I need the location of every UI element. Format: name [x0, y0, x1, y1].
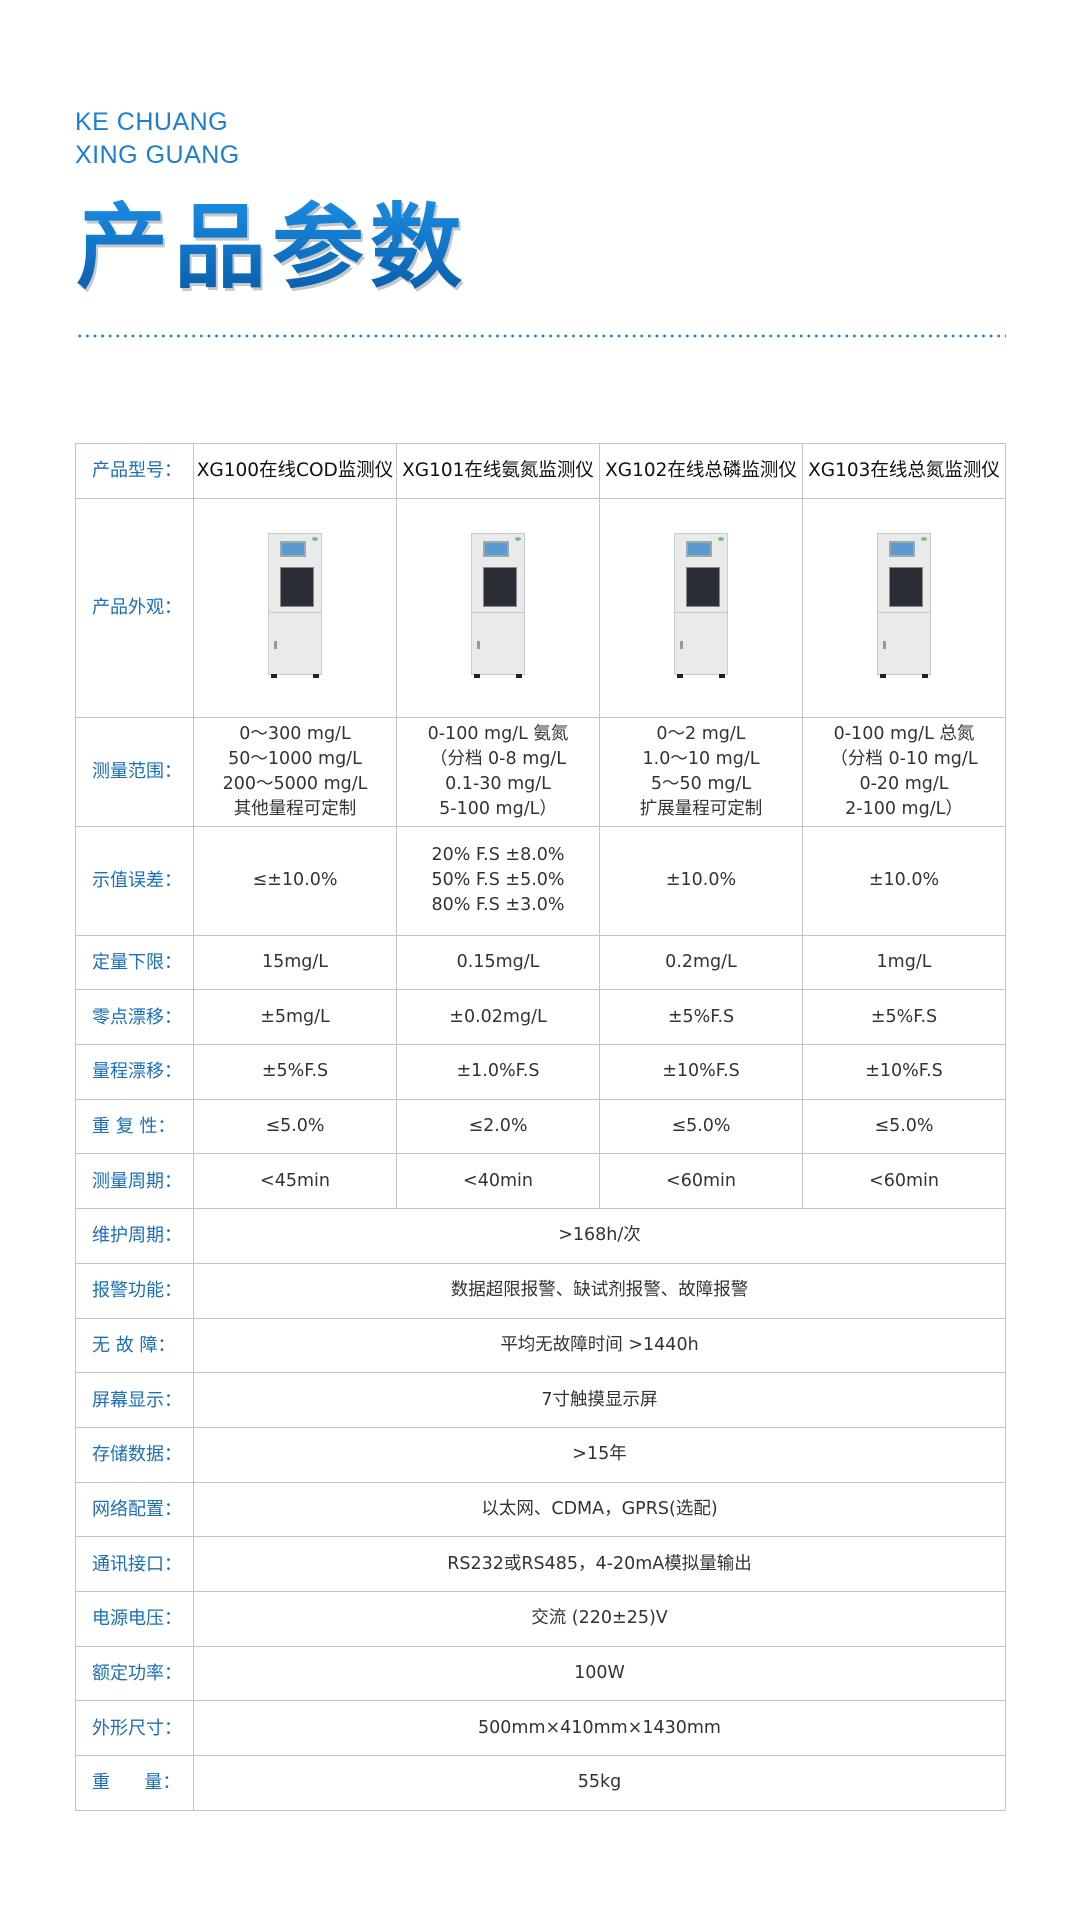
spec-value: 平均无故障时间 >1440h	[193, 1317, 1006, 1374]
table-row-range: 测量范围： 0～300 mg/L 50～1000 mg/L 200～5000 mg…	[75, 716, 1006, 827]
spec-value: 500mm×410mm×1430mm	[193, 1700, 1006, 1756]
row-label: 产品外观：	[75, 497, 194, 718]
table-row: 通讯接口： RS232或RS485，4-20mA模拟量输出	[75, 1536, 1006, 1592]
brand-line-1: KE CHUANG	[75, 108, 229, 136]
dotted-divider	[76, 334, 1006, 338]
model-name: XG102在线总磷监测仪	[599, 443, 803, 499]
analyzer-cabinet-image	[268, 532, 322, 678]
row-label: 重 量：	[75, 1755, 194, 1811]
row-label: 重 复 性：	[75, 1098, 194, 1155]
row-label: 额定功率：	[75, 1645, 194, 1702]
row-label: 产品型号：	[75, 443, 194, 499]
table-row: 测量周期： <45min <40min <60min <60min	[75, 1153, 1006, 1210]
spec-value: 数据超限报警、缺试剂报警、故障报警	[193, 1262, 1006, 1319]
table-row: 存储数据： >15年	[75, 1426, 1006, 1483]
product-image-cell	[802, 497, 1006, 718]
table-row: 无 故 障： 平均无故障时间 >1440h	[75, 1317, 1006, 1374]
spec-value: 0～2 mg/L 1.0～10 mg/L 5～50 mg/L 扩展量程可定制	[599, 716, 803, 827]
row-label: 量程漂移：	[75, 1044, 194, 1100]
table-row: 额定功率： 100W	[75, 1645, 1006, 1702]
page-title: 产品参数	[76, 193, 469, 301]
row-label: 电源电压：	[75, 1590, 194, 1647]
spec-table: 产品型号： XG100在线COD监测仪 XG101在线氨氮监测仪 XG102在线总磷监…	[75, 443, 1006, 1811]
row-label: 无 故 障：	[75, 1317, 194, 1374]
row-label: 报警功能：	[75, 1262, 194, 1319]
table-row: 量程漂移： ±5%F.S ±1.0%F.S ±10%F.S ±10%F.S	[75, 1044, 1006, 1100]
table-row-model: 产品型号： XG100在线COD监测仪 XG101在线氨氮监测仪 XG102在线总磷监…	[75, 443, 1006, 499]
analyzer-cabinet-image	[674, 532, 728, 678]
model-name: XG100在线COD监测仪	[193, 443, 397, 499]
spec-value: ±10%F.S	[802, 1044, 1006, 1100]
spec-value: ≤5.0%	[802, 1098, 1006, 1155]
spec-value: ±1.0%F.S	[396, 1044, 600, 1100]
spec-value: 0-100 mg/L 氨氮 （分档 0-8 mg/L 0.1-30 mg/L 5…	[396, 716, 600, 827]
analyzer-cabinet-image	[877, 532, 931, 678]
spec-value: <60min	[599, 1153, 803, 1210]
row-label: 存储数据：	[75, 1426, 194, 1483]
spec-value: ±5%F.S	[193, 1044, 397, 1100]
spec-value: RS232或RS485，4-20mA模拟量输出	[193, 1536, 1006, 1592]
spec-value: 0.15mg/L	[396, 934, 600, 991]
model-name: XG101在线氨氮监测仪	[396, 443, 600, 499]
product-image-cell	[396, 497, 600, 718]
spec-value: ±5%F.S	[599, 989, 803, 1046]
row-label: 维护周期：	[75, 1208, 194, 1264]
spec-value: <45min	[193, 1153, 397, 1210]
spec-value: ≤±10.0%	[193, 825, 397, 936]
spec-value: 100W	[193, 1645, 1006, 1702]
spec-value: 0.2mg/L	[599, 934, 803, 991]
spec-value: >168h/次	[193, 1208, 1006, 1264]
table-row-error: 示值误差： ≤±10.0% 20% F.S ±8.0% 50% F.S ±5.0% …	[75, 825, 1006, 936]
table-row: 零点漂移： ±5mg/L ±0.02mg/L ±5%F.S ±5%F.S	[75, 989, 1006, 1046]
spec-value: ±5%F.S	[802, 989, 1006, 1046]
table-row: 屏幕显示： 7寸触摸显示屏	[75, 1372, 1006, 1428]
spec-value: 0-100 mg/L 总氮 （分档 0-10 mg/L 0-20 mg/L 2-…	[802, 716, 1006, 827]
row-label: 零点漂移：	[75, 989, 194, 1046]
table-row: 定量下限： 15mg/L 0.15mg/L 0.2mg/L 1mg/L	[75, 934, 1006, 991]
table-row: 重 量： 55kg	[75, 1755, 1006, 1811]
spec-value: ≤2.0%	[396, 1098, 600, 1155]
spec-value: 0～300 mg/L 50～1000 mg/L 200～5000 mg/L 其他…	[193, 716, 397, 827]
brand-line-2: XING GUANG	[75, 141, 240, 169]
model-name: XG103在线总氮监测仪	[802, 443, 1006, 499]
spec-value: ±10.0%	[599, 825, 803, 936]
row-label: 通讯接口：	[75, 1536, 194, 1592]
spec-value: ±10%F.S	[599, 1044, 803, 1100]
table-row: 网络配置： 以太网、CDMA，GPRS(选配)	[75, 1481, 1006, 1538]
spec-value: 15mg/L	[193, 934, 397, 991]
spec-value: ±0.02mg/L	[396, 989, 600, 1046]
spec-value: ±5mg/L	[193, 989, 397, 1046]
analyzer-cabinet-image	[471, 532, 525, 678]
spec-value: 55kg	[193, 1755, 1006, 1811]
product-image-cell	[599, 497, 803, 718]
spec-value: >15年	[193, 1426, 1006, 1483]
table-row: 报警功能： 数据超限报警、缺试剂报警、故障报警	[75, 1262, 1006, 1319]
row-label: 测量周期：	[75, 1153, 194, 1210]
spec-value: 7寸触摸显示屏	[193, 1372, 1006, 1428]
table-row: 重 复 性： ≤5.0% ≤2.0% ≤5.0% ≤5.0%	[75, 1098, 1006, 1155]
row-label: 屏幕显示：	[75, 1372, 194, 1428]
table-row-appearance: 产品外观：	[75, 497, 1006, 718]
spec-value: 交流 (220±25)V	[193, 1590, 1006, 1647]
spec-value: ≤5.0%	[599, 1098, 803, 1155]
spec-value: ≤5.0%	[193, 1098, 397, 1155]
row-label: 定量下限：	[75, 934, 194, 991]
row-label: 示值误差：	[75, 825, 194, 936]
table-row: 维护周期： >168h/次	[75, 1208, 1006, 1264]
spec-value: ±10.0%	[802, 825, 1006, 936]
brand-name: KE CHUANG XING GUANG	[75, 106, 240, 172]
row-label: 外形尺寸：	[75, 1700, 194, 1756]
row-label: 测量范围：	[75, 716, 194, 827]
table-row: 电源电压： 交流 (220±25)V	[75, 1590, 1006, 1647]
spec-value: 以太网、CDMA，GPRS(选配)	[193, 1481, 1006, 1538]
spec-value: <40min	[396, 1153, 600, 1210]
row-label: 网络配置：	[75, 1481, 194, 1538]
product-image-cell	[193, 497, 397, 718]
spec-value: 1mg/L	[802, 934, 1006, 991]
table-row: 外形尺寸： 500mm×410mm×1430mm	[75, 1700, 1006, 1756]
spec-value: 20% F.S ±8.0% 50% F.S ±5.0% 80% F.S ±3.0…	[396, 825, 600, 936]
spec-value: <60min	[802, 1153, 1006, 1210]
